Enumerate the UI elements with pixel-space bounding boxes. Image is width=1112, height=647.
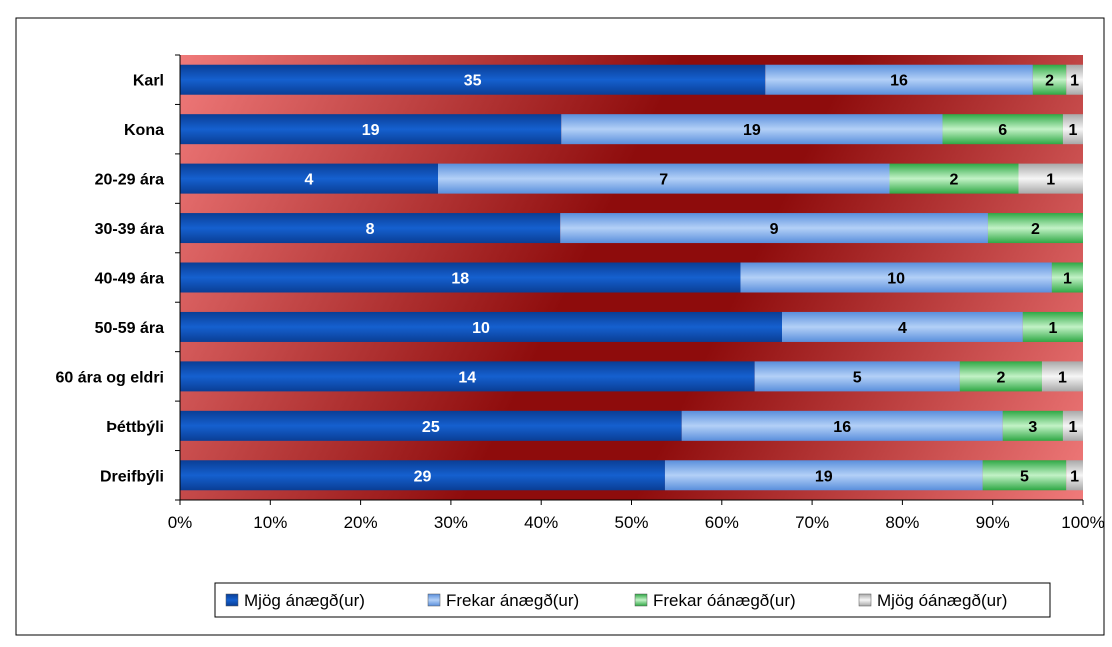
data-label: 19 xyxy=(815,468,833,485)
bar-segment xyxy=(1022,311,1083,342)
data-label: 16 xyxy=(890,73,908,90)
bar-segment xyxy=(180,163,438,194)
bar-segment xyxy=(1051,262,1083,293)
bar-segment xyxy=(1032,64,1067,95)
bar-segment xyxy=(1002,410,1063,441)
bar-segment xyxy=(1062,410,1083,441)
bar-segment xyxy=(942,114,1063,145)
legend-label: Mjög óánægð(ur) xyxy=(877,591,1007,610)
data-label: 25 xyxy=(422,419,440,436)
data-label: 4 xyxy=(898,320,907,337)
data-label: 18 xyxy=(451,271,469,288)
x-tick-label: 90% xyxy=(976,513,1010,532)
data-label: 4 xyxy=(305,172,314,189)
data-label: 14 xyxy=(458,369,476,386)
x-tick-label: 50% xyxy=(614,513,648,532)
bar-segment xyxy=(754,361,960,392)
bar-segment xyxy=(560,213,988,244)
data-label: 7 xyxy=(659,172,668,189)
bar-segment xyxy=(561,114,943,145)
data-label: 8 xyxy=(366,221,375,238)
category-label: Karl xyxy=(133,73,164,90)
data-label: 10 xyxy=(472,320,490,337)
x-tick-label: 10% xyxy=(253,513,287,532)
data-label: 1 xyxy=(1063,271,1072,288)
bar-segment xyxy=(765,64,1033,95)
category-label: 60 ára og eldri xyxy=(56,369,165,386)
bar-segment xyxy=(180,460,665,491)
bar-segment xyxy=(1041,361,1083,392)
x-tick-label: 100% xyxy=(1061,513,1104,532)
data-label: 1 xyxy=(1048,320,1057,337)
legend-swatch xyxy=(427,593,441,607)
category-label: 40-49 ára xyxy=(95,271,164,288)
bar-segment xyxy=(1018,163,1083,194)
data-label: 1 xyxy=(1069,122,1078,139)
data-label: 1 xyxy=(1069,419,1078,436)
bar-segment xyxy=(180,213,561,244)
data-label: 16 xyxy=(833,419,851,436)
bar-segment xyxy=(982,460,1067,491)
category-label: 20-29 ára xyxy=(95,172,164,189)
bar-segment xyxy=(681,410,1003,441)
category-label: Þéttbýli xyxy=(106,419,164,436)
data-label: 5 xyxy=(1020,468,1029,485)
x-tick-label: 30% xyxy=(434,513,468,532)
x-tick-label: 60% xyxy=(705,513,739,532)
category-label: Kona xyxy=(124,122,164,139)
x-tick-label: 70% xyxy=(795,513,829,532)
x-tick-label: 80% xyxy=(885,513,919,532)
bar-segment xyxy=(1062,114,1083,145)
data-label: 1 xyxy=(1046,172,1055,189)
data-label: 2 xyxy=(1031,221,1040,238)
x-tick-label: 0% xyxy=(168,513,193,532)
data-label: 1 xyxy=(1070,468,1079,485)
legend-box xyxy=(214,582,1051,618)
data-label: 19 xyxy=(362,122,380,139)
bar-segment xyxy=(180,262,741,293)
bar-segment xyxy=(740,262,1052,293)
bar-segment xyxy=(782,311,1023,342)
category-label: 30-39 ára xyxy=(95,221,164,238)
x-tick-label: 40% xyxy=(524,513,558,532)
category-label: 50-59 ára xyxy=(95,320,164,337)
bar-segment xyxy=(180,114,562,145)
legend-swatch xyxy=(858,593,872,607)
data-label: 1 xyxy=(1058,369,1067,386)
data-label: 35 xyxy=(464,73,482,90)
legend-label: Frekar óánægð(ur) xyxy=(653,591,796,610)
data-label: 1 xyxy=(1070,73,1079,90)
bar-segment xyxy=(438,163,890,194)
data-label: 9 xyxy=(770,221,779,238)
legend-swatch xyxy=(634,593,648,607)
data-label: 2 xyxy=(1045,73,1054,90)
bar-segment xyxy=(959,361,1042,392)
data-label: 29 xyxy=(414,468,432,485)
data-label: 2 xyxy=(950,172,959,189)
data-label: 2 xyxy=(996,369,1005,386)
bar-segment xyxy=(180,311,782,342)
bar-segment xyxy=(889,163,1019,194)
legend-label: Mjög ánægð(ur) xyxy=(244,591,365,610)
bar-segment xyxy=(1066,64,1083,95)
legend-label: Frekar ánægð(ur) xyxy=(446,591,579,610)
bar-segment xyxy=(180,361,755,392)
x-tick-label: 20% xyxy=(344,513,378,532)
legend-swatch xyxy=(225,593,239,607)
bar-segment xyxy=(987,213,1083,244)
category-label: Dreifbýli xyxy=(100,468,164,485)
bar-segment xyxy=(1066,460,1083,491)
data-label: 5 xyxy=(853,369,862,386)
data-label: 3 xyxy=(1028,419,1037,436)
bar-segment xyxy=(180,64,766,95)
data-label: 10 xyxy=(887,271,905,288)
bar-segment xyxy=(664,460,983,491)
data-label: 6 xyxy=(998,122,1007,139)
data-label: 19 xyxy=(743,122,761,139)
bar-segment xyxy=(180,410,682,441)
